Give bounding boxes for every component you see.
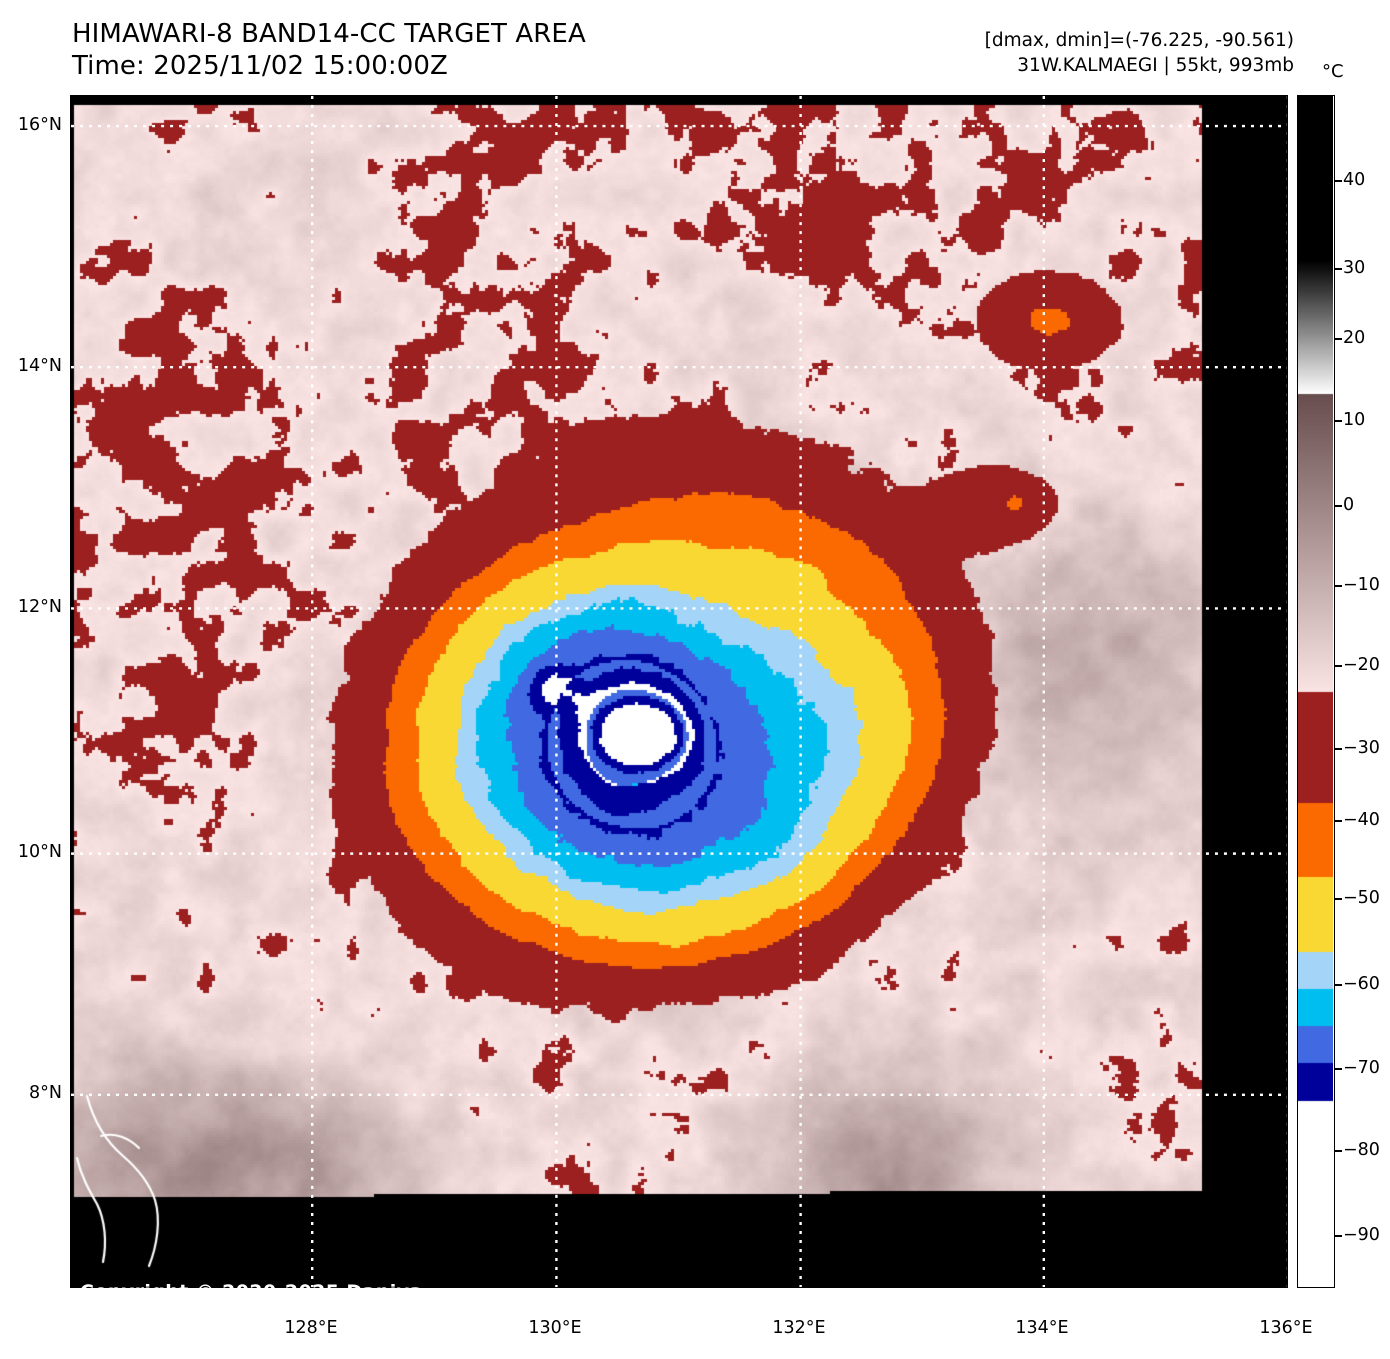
colorbar-tick-mark [1335, 665, 1342, 667]
colorbar-tick-mark [1335, 268, 1342, 270]
storm-info-label: 31W.KALMAEGI | 55kt, 993mb [1017, 55, 1294, 76]
dmax-dmin-label: [dmax, dmin]=(-76.225, -90.561) [984, 30, 1294, 51]
colorbar-tick-label: −20 [1343, 655, 1380, 675]
copyright-label: Copyright © 2020-2025 Dapiya [80, 1281, 423, 1303]
colorbar-tick-label: 20 [1343, 328, 1366, 348]
colorbar-tick-mark [1335, 1150, 1342, 1152]
colorbar-tick-mark [1335, 505, 1342, 507]
x-axis-tick-label: 132°E [772, 1318, 826, 1338]
colorbar-unit-label: °C [1322, 61, 1344, 82]
colorbar-tick-mark [1335, 180, 1342, 182]
colorbar-tick-mark [1335, 984, 1342, 986]
y-axis-tick-label: 8°N [29, 1083, 62, 1103]
colorbar-tick-label: 30 [1343, 258, 1366, 278]
x-axis-tick-label: 128°E [284, 1318, 338, 1338]
y-axis-tick-label: 16°N [17, 115, 62, 135]
colorbar-tick-label: −40 [1343, 810, 1380, 830]
colorbar-tick-label: −90 [1343, 1225, 1380, 1245]
metadata-block: [dmax, dmin]=(-76.225, -90.561) 31W.KALM… [985, 28, 1294, 78]
colorbar [1297, 95, 1335, 1288]
colorbar-tick-mark [1335, 1235, 1342, 1237]
colorbar-tick-label: −10 [1343, 575, 1380, 595]
y-axis-tick-label: 10°N [17, 842, 62, 862]
colorbar-gradient [1298, 96, 1333, 1286]
colorbar-tick-label: −50 [1343, 888, 1380, 908]
colorbar-tick-mark [1335, 1068, 1342, 1070]
title-block: HIMAWARI-8 BAND14-CC TARGET AREA Time: 2… [72, 18, 586, 82]
x-axis-tick-label: 130°E [528, 1318, 582, 1338]
x-axis-tick-label: 134°E [1015, 1318, 1069, 1338]
colorbar-tick-label: −30 [1343, 738, 1380, 758]
satellite-infrared-raster [71, 96, 1286, 1286]
y-axis-tick-label: 12°N [17, 597, 62, 617]
colorbar-tick-label: −60 [1343, 974, 1380, 994]
colorbar-tick-mark [1335, 585, 1342, 587]
colorbar-tick-label: 10 [1343, 410, 1366, 430]
satellite-image-plot [70, 95, 1288, 1288]
colorbar-tick-mark [1335, 820, 1342, 822]
x-axis-tick-label: 136°E [1259, 1318, 1313, 1338]
colorbar-tick-label: 40 [1343, 170, 1366, 190]
colorbar-tick-label: −70 [1343, 1058, 1380, 1078]
colorbar-tick-mark [1335, 338, 1342, 340]
colorbar-tick-mark [1335, 420, 1342, 422]
y-axis-tick-label: 14°N [17, 356, 62, 376]
colorbar-tick-label: 0 [1343, 495, 1355, 515]
timestamp-label: Time: 2025/11/02 15:00:00Z [72, 51, 448, 81]
colorbar-tick-mark [1335, 748, 1342, 750]
colorbar-tick-mark [1335, 898, 1342, 900]
page-title: HIMAWARI-8 BAND14-CC TARGET AREA [72, 19, 586, 49]
colorbar-tick-label: −80 [1343, 1140, 1380, 1160]
